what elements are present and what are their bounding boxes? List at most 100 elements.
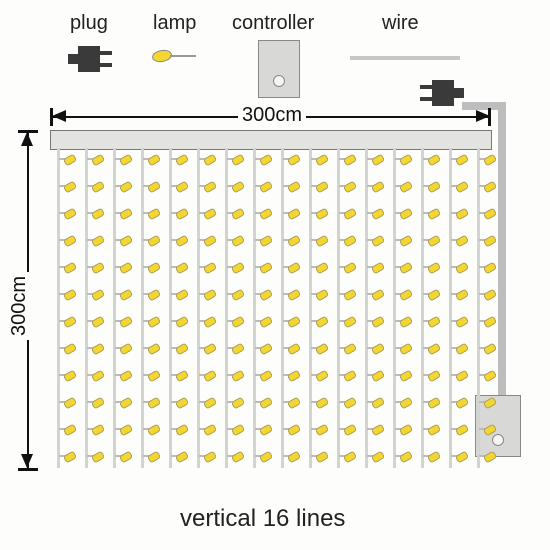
lamp <box>315 262 329 275</box>
lamp <box>119 262 133 275</box>
lamp <box>315 181 329 194</box>
lamp <box>231 262 245 275</box>
lamp <box>203 235 217 248</box>
lamp <box>455 397 469 410</box>
strand <box>337 148 340 468</box>
lamp <box>231 370 245 383</box>
lamp <box>343 181 357 194</box>
lamp <box>483 397 497 410</box>
strand <box>393 148 396 468</box>
curtain-area <box>0 0 550 550</box>
lamp <box>147 235 161 248</box>
lamp <box>259 181 273 194</box>
lamp <box>63 262 77 275</box>
lamp <box>147 262 161 275</box>
lamp <box>399 235 413 248</box>
strand <box>365 148 368 468</box>
lamp <box>91 397 105 410</box>
lamp <box>203 370 217 383</box>
lamp <box>119 397 133 410</box>
lamp <box>119 451 133 464</box>
lamp <box>371 289 385 302</box>
lamp <box>483 316 497 329</box>
lamp <box>147 397 161 410</box>
lamp <box>203 316 217 329</box>
lamp <box>231 343 245 356</box>
lamp <box>427 208 441 221</box>
lamp <box>119 154 133 167</box>
lamp <box>455 370 469 383</box>
lamp <box>371 154 385 167</box>
lamp <box>343 370 357 383</box>
lamp <box>427 397 441 410</box>
lamp <box>399 424 413 437</box>
lamp <box>455 181 469 194</box>
lamp <box>259 451 273 464</box>
lamp <box>343 424 357 437</box>
lamp <box>427 235 441 248</box>
lamp <box>175 289 189 302</box>
lamp <box>371 262 385 275</box>
lamp <box>371 370 385 383</box>
lamp <box>259 262 273 275</box>
lamp <box>315 289 329 302</box>
lamp <box>147 181 161 194</box>
lamp <box>455 262 469 275</box>
lamp <box>315 154 329 167</box>
strand <box>85 148 88 468</box>
lamp <box>259 397 273 410</box>
lamp <box>315 343 329 356</box>
lamp <box>343 343 357 356</box>
lamp <box>175 397 189 410</box>
lamp <box>371 208 385 221</box>
lamp <box>91 262 105 275</box>
strand <box>57 148 60 468</box>
lamp <box>371 343 385 356</box>
lamp <box>147 451 161 464</box>
lamp <box>483 235 497 248</box>
lamp <box>175 208 189 221</box>
lamp <box>427 181 441 194</box>
lamp <box>119 208 133 221</box>
lamp <box>287 154 301 167</box>
lamp <box>483 451 497 464</box>
lamp <box>427 316 441 329</box>
lamp <box>399 343 413 356</box>
lamp <box>427 343 441 356</box>
lamp <box>147 208 161 221</box>
lamp <box>343 289 357 302</box>
lamp <box>231 397 245 410</box>
lamp <box>119 316 133 329</box>
lamp <box>259 343 273 356</box>
lamp <box>63 316 77 329</box>
lamp <box>91 343 105 356</box>
lamp <box>315 424 329 437</box>
lamp <box>203 154 217 167</box>
lamp <box>483 424 497 437</box>
lamp <box>91 208 105 221</box>
lamp <box>343 451 357 464</box>
lamp <box>231 208 245 221</box>
lamp <box>119 289 133 302</box>
lamp <box>483 343 497 356</box>
lamp <box>203 289 217 302</box>
lamp <box>371 397 385 410</box>
lamp <box>483 208 497 221</box>
lamp <box>203 424 217 437</box>
lamp <box>63 451 77 464</box>
lamp <box>119 235 133 248</box>
lamp <box>343 154 357 167</box>
lamp <box>91 316 105 329</box>
lamp <box>203 343 217 356</box>
lamp <box>483 181 497 194</box>
lamp <box>483 154 497 167</box>
lamp <box>119 181 133 194</box>
lamp <box>63 397 77 410</box>
lamp <box>287 316 301 329</box>
lamp <box>91 181 105 194</box>
lamp <box>259 154 273 167</box>
lamp <box>63 235 77 248</box>
lamp <box>315 316 329 329</box>
lamp <box>119 343 133 356</box>
strand <box>421 148 424 468</box>
